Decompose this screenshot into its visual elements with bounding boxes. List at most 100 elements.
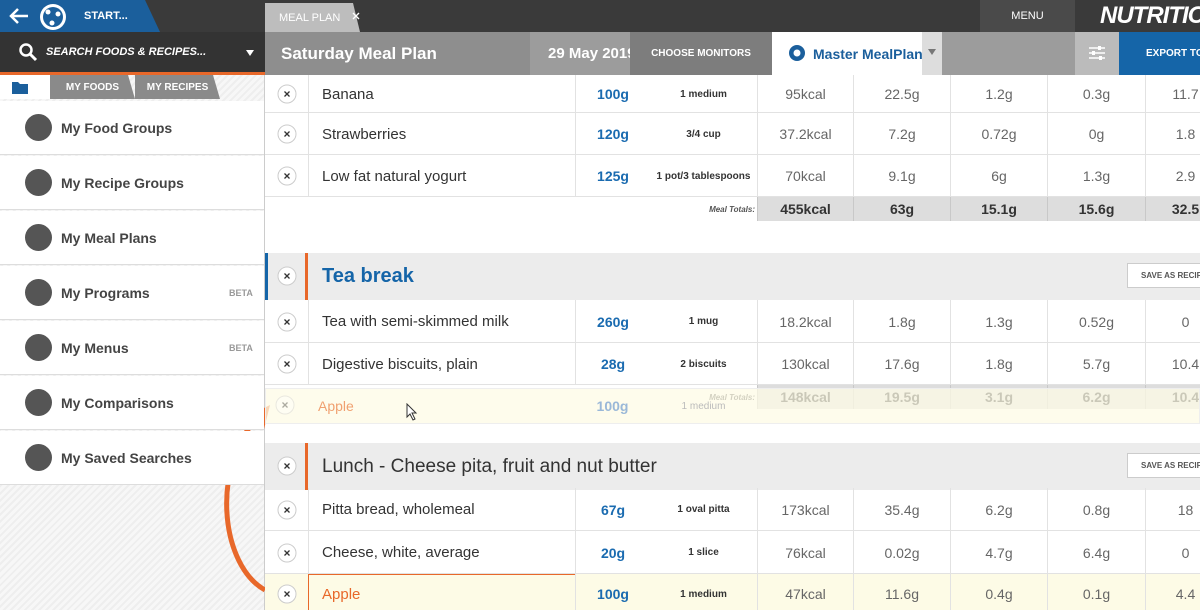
food-name[interactable]: Digestive biscuits, plain [308,343,576,385]
food-row [265,75,1200,113]
amount[interactable]: 100g [575,574,650,610]
food-name[interactable]: Cheese, white, average [308,531,576,574]
sidebar-tab[interactable]: MY RECIPES [135,75,220,99]
export-button[interactable]: EXPORT TO [1119,32,1200,75]
drag-ghost [265,388,1200,424]
nutrient-value: 1.3g [950,300,1047,343]
meal-totals-label: Meal Totals: [709,204,755,214]
food-name[interactable]: Apple [308,574,576,610]
amount[interactable]: 125g [575,155,650,197]
portion[interactable]: 3/4 cup [686,128,721,140]
remove-button[interactable] [277,543,297,563]
remove-button[interactable] [277,266,297,286]
sidebar-label[interactable]: My Recipe Groups [61,175,184,191]
sidebar-icon [25,389,52,416]
sidebar-item[interactable] [0,156,264,210]
meal-header [265,443,1200,490]
amount[interactable]: 100g [575,75,650,113]
amount[interactable]: 28g [575,343,650,385]
food-row [265,155,1200,197]
food-row [265,343,1200,385]
save-as-recipe[interactable]: SAVE AS RECIPE [1127,453,1200,478]
nutrient-value: 22.5g [853,75,950,113]
remove-button[interactable] [277,354,297,374]
sidebar-label[interactable]: My Saved Searches [61,450,192,466]
sidebar-icon [25,279,52,306]
remove-button[interactable] [275,395,295,415]
save-as-recipe[interactable]: SAVE AS RECIPE [1127,263,1200,288]
sidebar-icon [25,444,52,471]
sidebar-tab[interactable]: MY FOODS [50,75,135,99]
remove-button[interactable] [277,166,297,186]
meal-title: Lunch - Cheese pita, fruit and nut butte… [322,455,657,477]
sidebar-icon [25,334,52,361]
portion[interactable]: 2 biscuits [680,358,727,370]
sidebar-badge: BETA [229,343,253,353]
sidebar-icon [25,169,52,196]
amount[interactable]: 67g [575,488,650,531]
nutrient-value: 11.6g [853,574,950,610]
portion[interactable]: 1 medium [680,88,727,100]
nutrient-value: 11.7 [1145,75,1200,113]
amount[interactable]: 120g [575,113,650,155]
food-name[interactable]: Tea with semi-skimmed milk [308,300,576,343]
sidebar-label[interactable]: My Meal Plans [61,230,157,246]
search-dropdown[interactable] [246,50,254,56]
nutrient-value: 130kcal [757,343,853,385]
brand: NUTRITICS [1100,2,1200,29]
logo-icon [40,4,66,30]
sidebar-badge: BETA [229,288,253,298]
nutrient-value: 173kcal [757,488,853,531]
remove-button[interactable] [277,456,297,476]
sidebar-label[interactable]: My Programs [61,285,150,301]
meal-accent [305,253,308,300]
food-name[interactable]: Strawberries [308,113,576,155]
food-name[interactable]: Pitta bread, wholemeal [308,488,576,531]
portion[interactable]: 1 slice [688,547,719,558]
nutrient-value: 0 [1145,531,1200,574]
portion[interactable]: 1 oval pitta [677,504,730,515]
portion[interactable]: 1 medium [680,588,727,600]
remove-button[interactable] [277,500,297,520]
food-name[interactable]: Banana [308,75,576,113]
remove-button[interactable] [277,124,297,144]
remove-button[interactable] [277,312,297,332]
remove-button[interactable] [277,84,297,104]
choose-monitors[interactable]: CHOOSE MONITORS [630,32,772,75]
amount[interactable]: 20g [575,531,650,574]
nutrient-value: 0g [1047,113,1145,155]
toolbar-spacer [942,32,1075,75]
nutrient-value: 0.72g [950,113,1047,155]
meal-plan-tab[interactable]: MEAL PLAN [265,3,360,32]
meal-accent [265,253,268,300]
back-icon[interactable] [8,6,30,26]
sidebar-label[interactable]: My Food Groups [61,120,173,136]
start-label[interactable]: START... [84,10,128,22]
food-row [265,113,1200,155]
nutrient-value: 4.4 [1145,574,1200,610]
portion[interactable]: 1 mug [688,316,719,327]
sidebar-label[interactable]: My Comparisons [61,395,174,411]
sidebar-label[interactable]: My Menus [61,340,129,356]
nutrient-value: 7.2g [853,113,950,155]
plan-date[interactable]: 29 May 2019 [530,32,630,75]
meal-title: Tea break [322,265,414,287]
nutrient-value: 37.2kcal [757,113,853,155]
search-icon [19,43,38,62]
food-name[interactable]: Low fat natural yogurt [308,155,576,197]
sidebar-icon [25,224,52,251]
plan-name[interactable]: Master MealPlan [813,45,923,62]
drag-portion: 1 medium [681,400,726,412]
portion[interactable]: 1 pot/3 tablespoons [656,170,751,182]
menu-button[interactable]: MENU [980,0,1075,32]
meal-total: 15.1g [950,197,1047,221]
search-box[interactable] [0,32,265,75]
tab-close[interactable] [352,12,360,20]
nutrient-value: 0.4g [950,574,1047,610]
sidebar-item[interactable] [0,321,264,375]
plan-dropdown-arrow [928,49,936,55]
remove-button[interactable] [277,584,297,604]
nutrient-value: 18.2kcal [757,300,853,343]
amount[interactable]: 260g [575,300,650,343]
search-placeholder[interactable]: SEARCH FOODS & RECIPES... [46,46,207,58]
